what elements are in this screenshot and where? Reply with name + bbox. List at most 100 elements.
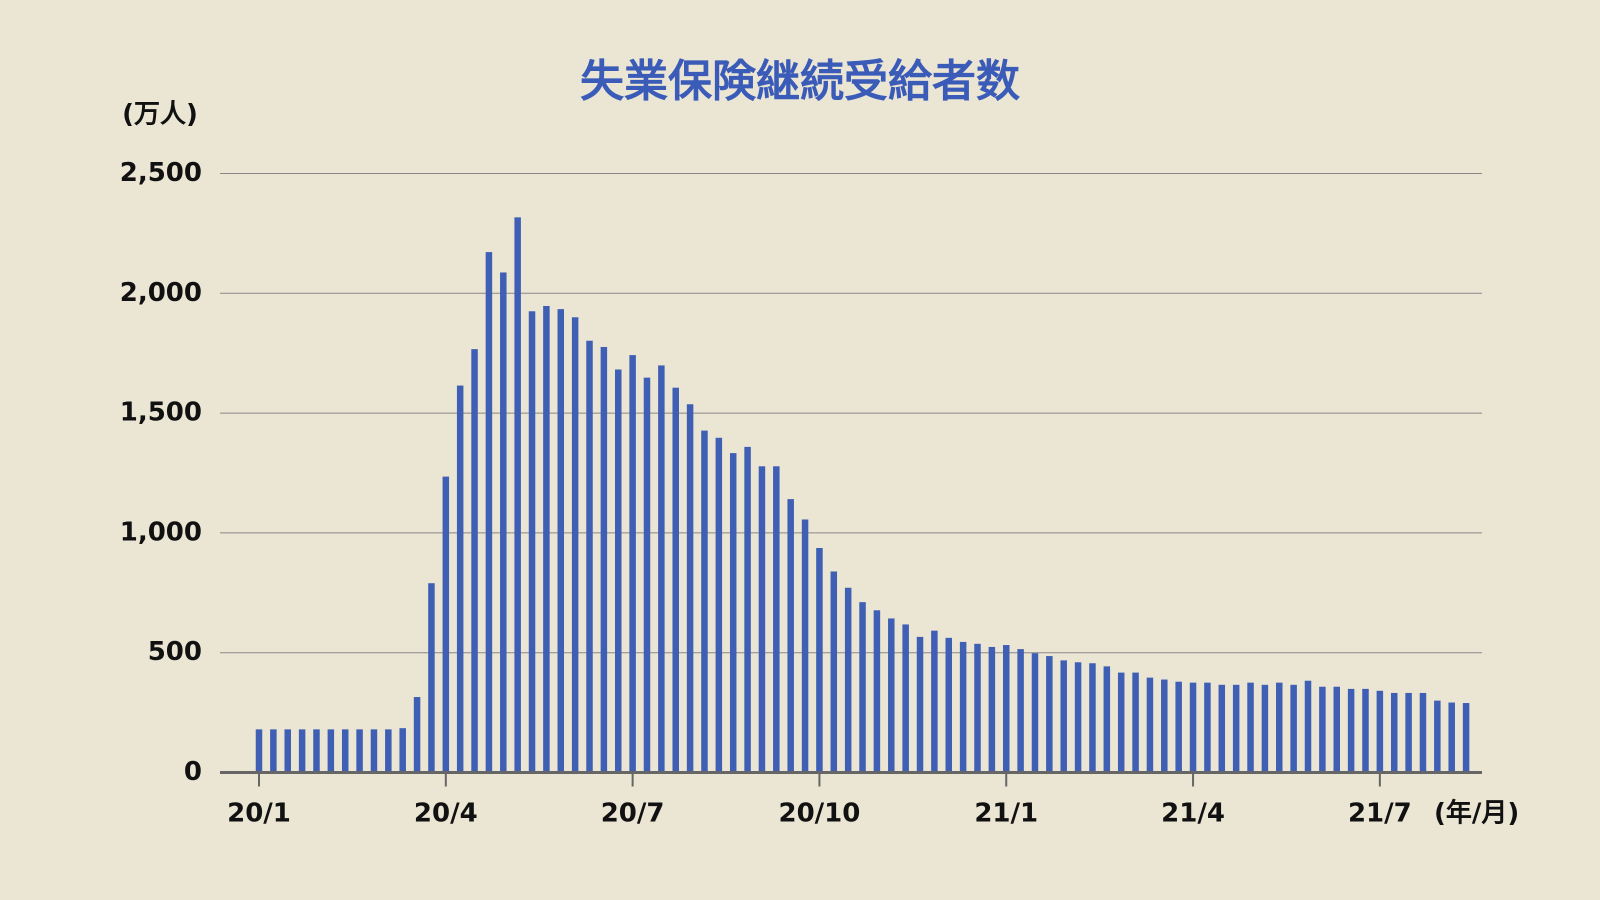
bar (471, 349, 478, 773)
bar (830, 571, 838, 773)
bar (1434, 700, 1441, 773)
x-tick-label: 21/7 (1348, 799, 1412, 829)
bar (1204, 682, 1211, 773)
bar (1031, 653, 1039, 773)
bar (270, 729, 277, 773)
bar (1161, 679, 1168, 773)
bar (888, 618, 895, 773)
bar (1189, 682, 1197, 773)
bar (284, 729, 291, 773)
bar (485, 252, 493, 773)
bar (543, 305, 550, 773)
bar (1103, 666, 1111, 773)
bar (1247, 682, 1254, 773)
bar (1390, 692, 1398, 773)
bar (1232, 684, 1240, 773)
bar (859, 602, 866, 773)
y-tick-label: 500 (148, 637, 202, 667)
x-tick-label: 21/4 (1161, 799, 1225, 829)
x-tick-label: 20/10 (779, 799, 861, 829)
bar (586, 340, 593, 773)
y-tick-label: 2,000 (120, 278, 202, 308)
bar (1002, 645, 1010, 773)
bar (873, 610, 881, 773)
bar (715, 437, 723, 773)
bar (1261, 684, 1269, 773)
chart-title: 失業保険継続受給者数 (580, 56, 1020, 107)
bar (1132, 672, 1139, 773)
x-tick-label: 20/1 (227, 799, 291, 829)
bar (528, 311, 536, 773)
bar (1276, 682, 1283, 773)
bar (816, 547, 823, 773)
bar (643, 377, 651, 773)
bar (1462, 703, 1470, 773)
bar (988, 646, 996, 773)
bar (514, 217, 521, 773)
bar (313, 729, 320, 773)
bar (500, 272, 507, 773)
bar (1117, 672, 1125, 773)
bar (1448, 702, 1455, 773)
bar (385, 729, 392, 773)
bar (413, 697, 421, 773)
bar (686, 404, 694, 773)
bar (356, 729, 363, 773)
bar (327, 729, 335, 773)
x-tick-label: 20/4 (414, 799, 478, 829)
x-tick-label: 20/7 (601, 799, 665, 829)
y-tick-label: 1,000 (120, 517, 202, 547)
bar (672, 387, 679, 773)
bar (787, 499, 794, 773)
bar (931, 630, 938, 773)
bar (1405, 692, 1412, 773)
bar (1419, 692, 1427, 773)
bar (729, 453, 737, 773)
bar (1074, 662, 1082, 773)
y-axis-label: (万人) (122, 100, 198, 130)
bar (341, 729, 349, 773)
bar (456, 385, 464, 773)
y-tick-label: 1,500 (120, 398, 202, 428)
bar (442, 476, 450, 773)
bar (945, 637, 953, 773)
bar (758, 466, 766, 773)
bar (902, 624, 909, 773)
bar (1046, 656, 1053, 773)
bar (974, 643, 981, 773)
bar (600, 346, 608, 773)
bar (1089, 663, 1096, 773)
bar (773, 466, 780, 773)
x-axis-label: (年/月) (1434, 798, 1519, 829)
bar (1060, 660, 1067, 773)
bar (1304, 680, 1312, 773)
bar (1319, 686, 1326, 773)
y-tick-label: 2,500 (120, 158, 202, 188)
bar (844, 587, 852, 773)
bar (1290, 684, 1297, 773)
bar (399, 728, 406, 773)
bar (1333, 686, 1340, 773)
bar (801, 519, 809, 773)
bar (428, 583, 435, 773)
bar (701, 430, 708, 773)
y-tick-label: 0 (184, 757, 202, 787)
bar (629, 355, 636, 773)
bar (571, 317, 579, 773)
bar (370, 729, 378, 773)
bar (255, 729, 263, 773)
bar (1017, 649, 1024, 773)
bar (916, 636, 924, 773)
bar (1146, 677, 1154, 773)
bar (1362, 688, 1369, 773)
bar (1175, 681, 1182, 773)
bar (1376, 690, 1384, 773)
bar (615, 369, 622, 773)
bar (298, 729, 306, 773)
x-tick-label: 21/1 (974, 799, 1038, 829)
bar (1347, 688, 1355, 773)
bar (1218, 684, 1226, 773)
bar (959, 641, 967, 773)
